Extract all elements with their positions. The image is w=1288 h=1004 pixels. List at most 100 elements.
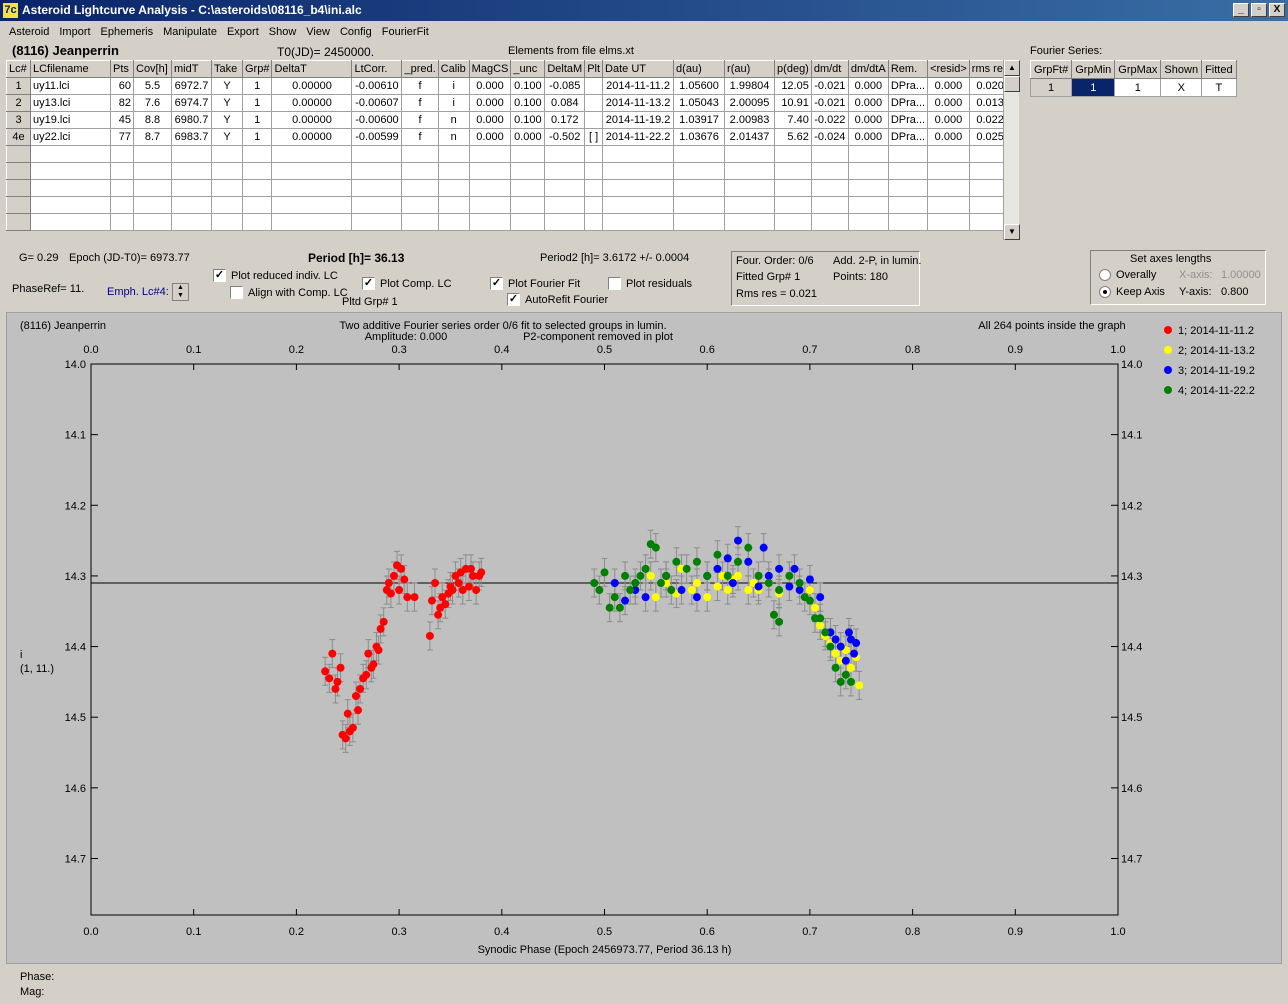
table-cell[interactable] [110, 145, 134, 163]
table-cell[interactable] [724, 145, 776, 163]
table-cell[interactable]: 2014-11-22.2 [602, 128, 675, 146]
yaxis-value[interactable]: 0.800 [1221, 286, 1249, 298]
table-cell[interactable] [847, 196, 889, 214]
align-comp-checkbox[interactable]: Align with Comp. LC [230, 286, 348, 299]
table-cell[interactable] [211, 162, 243, 180]
table-cell[interactable] [724, 213, 776, 231]
table-cell[interactable] [510, 179, 546, 197]
table-cell[interactable] [774, 213, 812, 231]
table-cell[interactable]: 0.000 [927, 111, 970, 129]
table-cell[interactable] [110, 162, 134, 180]
table-cell[interactable]: 77 [110, 128, 134, 146]
table-cell[interactable] [810, 145, 849, 163]
table-cell[interactable]: 1 [241, 111, 273, 129]
column-header[interactable]: <resid> [927, 60, 970, 78]
table-cell[interactable] [510, 196, 546, 214]
table-cell[interactable] [30, 162, 111, 180]
table-cell[interactable]: -0.021 [810, 94, 849, 112]
table-cell[interactable]: 1.99804 [724, 77, 776, 95]
lightcurve-table[interactable]: Lc# LCfilename Pts Cov[h] midT Take Grp# DeltaT… [6, 60, 1012, 231]
table-cell[interactable] [887, 213, 929, 231]
table-cell[interactable] [544, 162, 586, 180]
table-cell[interactable]: 0.084 [544, 94, 586, 112]
table-cell[interactable]: 0.100 [510, 94, 546, 112]
check-icon[interactable]: ✓ [507, 293, 520, 306]
menu-item-ephemeris[interactable]: Ephemeris [100, 25, 154, 38]
table-cell[interactable] [30, 213, 111, 231]
table-cell[interactable]: uy13.lci [30, 94, 111, 112]
table-cell[interactable] [133, 196, 172, 214]
table-cell[interactable]: 0.100 [510, 77, 546, 95]
table-cell[interactable] [241, 196, 273, 214]
table-cell[interactable] [510, 145, 546, 163]
column-header[interactable]: d(au) [673, 60, 726, 78]
table-cell[interactable]: 45 [110, 111, 134, 129]
check-icon[interactable]: ✓ [213, 269, 226, 282]
table-cell[interactable] [774, 196, 812, 214]
table-cell[interactable] [468, 179, 512, 197]
table-cell[interactable] [271, 196, 353, 214]
table-cell[interactable]: i [437, 77, 470, 95]
column-header[interactable]: dm/dt [810, 60, 849, 78]
table-cell[interactable]: 7.6 [133, 94, 172, 112]
table-cell[interactable]: uy19.lci [30, 111, 111, 129]
table-cell[interactable]: -0.085 [544, 77, 586, 95]
table-cell[interactable] [887, 196, 929, 214]
table-cell[interactable] [673, 196, 726, 214]
table-cell[interactable]: Y [211, 94, 243, 112]
table-cell[interactable] [584, 77, 604, 95]
table-cell[interactable]: 5.62 [774, 128, 812, 146]
column-header[interactable]: Grp# [241, 60, 273, 78]
plot-reduced-checkbox[interactable]: ✓ Plot reduced indiv. LC [213, 269, 338, 282]
table-cell[interactable] [271, 162, 353, 180]
table-cell[interactable] [584, 111, 604, 129]
table-cell[interactable]: -0.022 [810, 111, 849, 129]
row-header[interactable] [6, 213, 31, 231]
table-cell[interactable]: Y [211, 77, 243, 95]
table-cell[interactable]: n [437, 111, 470, 129]
table-cell[interactable]: -0.024 [810, 128, 849, 146]
table-cell[interactable] [602, 213, 675, 231]
column-header[interactable]: DeltaM [544, 60, 586, 78]
table-cell[interactable]: 60 [110, 77, 134, 95]
table-row[interactable] [6, 162, 1012, 180]
table-cell[interactable]: uy22.lci [30, 128, 111, 146]
table-cell[interactable] [351, 162, 403, 180]
table-cell[interactable] [673, 213, 726, 231]
table-cell[interactable]: 0.000 [847, 128, 889, 146]
table-cell[interactable]: 6972.7 [171, 77, 212, 95]
table-cell[interactable] [544, 179, 586, 197]
table-cell[interactable] [584, 179, 604, 197]
table-cell[interactable]: f [401, 111, 439, 129]
table-cell[interactable] [673, 179, 726, 197]
xaxis-value[interactable]: 1.00000 [1221, 269, 1261, 281]
table-cell[interactable]: 0.000 [468, 94, 512, 112]
column-header[interactable]: LCfilename [30, 60, 111, 78]
column-header[interactable]: r(au) [724, 60, 776, 78]
table-cell[interactable] [847, 179, 889, 197]
table-cell[interactable] [774, 145, 812, 163]
table-cell[interactable]: 5.5 [133, 77, 172, 95]
table-cell[interactable] [133, 162, 172, 180]
autorefit-checkbox[interactable]: ✓ AutoRefit Fourier [507, 293, 609, 306]
table-cell[interactable] [673, 145, 726, 163]
table-cell[interactable] [847, 213, 889, 231]
table-cell[interactable] [468, 196, 512, 214]
table-cell[interactable] [887, 145, 929, 163]
table-cell[interactable] [401, 179, 439, 197]
table-cell[interactable] [241, 213, 273, 231]
table-cell[interactable] [602, 196, 675, 214]
column-header[interactable]: Lc# [6, 60, 31, 78]
table-cell[interactable] [351, 213, 403, 231]
table-cell[interactable] [724, 162, 776, 180]
table-cell[interactable] [810, 213, 849, 231]
table-cell[interactable]: 0.000 [927, 94, 970, 112]
table-cell[interactable]: 7.40 [774, 111, 812, 129]
table-cell[interactable]: 0.00000 [271, 128, 353, 146]
menu-item-fourierfit[interactable]: FourierFit [381, 25, 429, 38]
table-cell[interactable] [774, 179, 812, 197]
table-cell[interactable] [241, 179, 273, 197]
table-cell[interactable] [437, 145, 470, 163]
menu-item-export[interactable]: Export [226, 25, 259, 38]
table-cell[interactable]: i [437, 94, 470, 112]
